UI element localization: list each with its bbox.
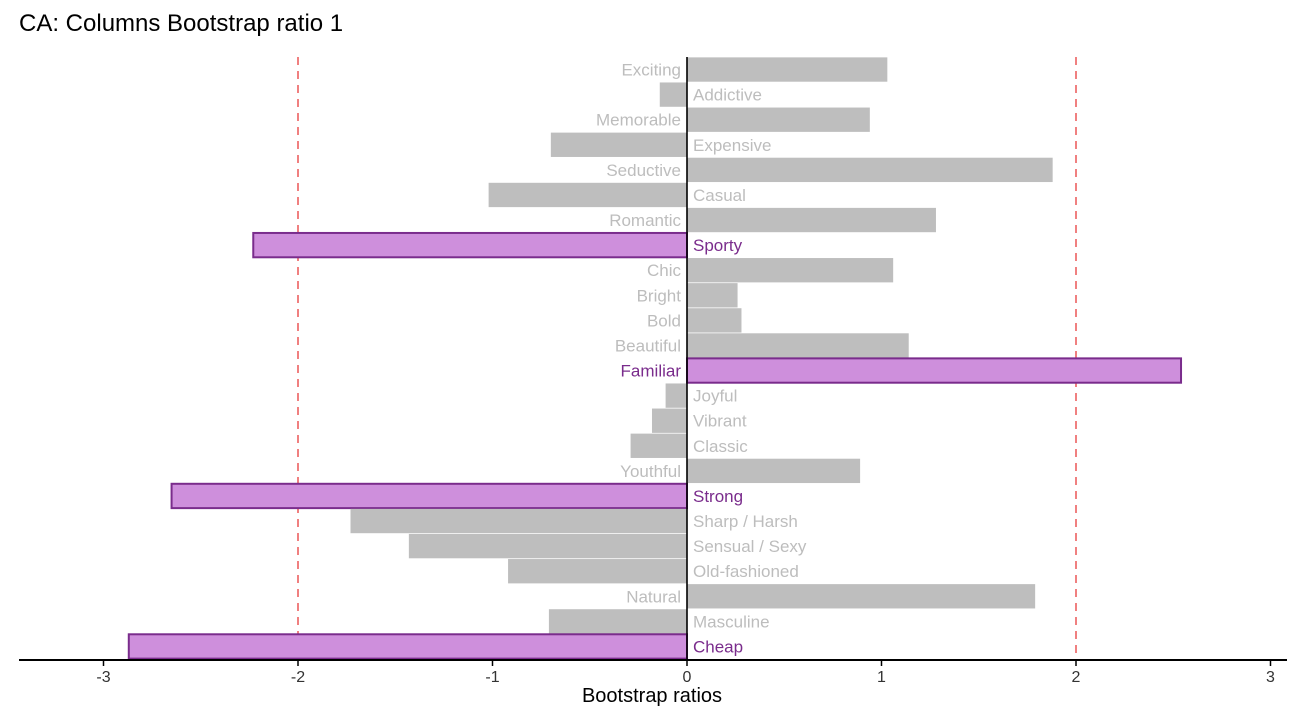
- bar-label: Familiar: [621, 362, 682, 381]
- bar: [687, 258, 894, 283]
- bar-label: Bright: [637, 286, 682, 305]
- bar: [687, 308, 742, 333]
- x-axis: -3 -2 -1 0 1 2 3: [19, 659, 1287, 686]
- bar-label: Bold: [647, 311, 681, 330]
- bar-label: Sharp / Harsh: [693, 512, 798, 531]
- bar-label: Sporty: [693, 236, 743, 255]
- x-tick-label: 1: [877, 669, 886, 686]
- bar: [408, 533, 687, 559]
- bar-label: Cheap: [693, 637, 743, 656]
- x-tick-label: -3: [96, 669, 110, 686]
- bar-label: Chic: [647, 261, 682, 280]
- bar: [508, 559, 687, 584]
- bar: [252, 231, 688, 259]
- bar-label: Classic: [693, 437, 748, 456]
- bars: [127, 57, 1183, 660]
- bar: [127, 633, 689, 660]
- bar: [350, 508, 687, 534]
- bar-label: Beautiful: [615, 336, 681, 355]
- chart-title: CA: Columns Bootstrap ratio 1: [19, 10, 344, 37]
- bar-label: Joyful: [693, 387, 737, 406]
- bar-labels: Exciting Addictive Memorable Expensive Seduc…: [596, 61, 807, 657]
- x-tick-label: -1: [485, 669, 499, 686]
- bar-label: Youthful: [620, 462, 681, 481]
- bar: [488, 182, 687, 208]
- bar-label: Masculine: [693, 612, 770, 631]
- bar-label: Exciting: [621, 61, 681, 80]
- bar: [686, 357, 1183, 384]
- bar-label: Memorable: [596, 111, 681, 130]
- bar: [550, 132, 687, 157]
- bar: [659, 82, 687, 107]
- bar: [630, 433, 687, 458]
- bar: [687, 333, 909, 358]
- bar-label: Strong: [693, 487, 743, 506]
- x-axis-title: Bootstrap ratios: [582, 685, 722, 707]
- x-tick-label: -2: [291, 669, 305, 686]
- bar: [687, 283, 738, 308]
- bar: [665, 383, 687, 408]
- bar-label: Vibrant: [693, 412, 747, 431]
- bar: [687, 458, 861, 484]
- bar-label: Seductive: [606, 161, 681, 180]
- bar: [651, 408, 687, 433]
- x-tick-label: 3: [1266, 669, 1275, 686]
- bar-label: Expensive: [693, 136, 771, 155]
- bar: [687, 107, 870, 132]
- bar: [687, 207, 936, 233]
- bar: [548, 609, 687, 634]
- bar: [687, 57, 888, 82]
- x-tick-label: 2: [1072, 669, 1081, 686]
- x-tick-label: 0: [683, 669, 692, 686]
- bar: [687, 157, 1053, 183]
- bar: [170, 482, 688, 510]
- bar: [687, 584, 1036, 609]
- bar-label: Natural: [626, 587, 681, 606]
- bar-label: Sensual / Sexy: [693, 537, 807, 556]
- bar-label: Romantic: [609, 211, 681, 230]
- bar-label: Old-fashioned: [693, 562, 799, 581]
- bar-label: Casual: [693, 186, 746, 205]
- bar-label: Addictive: [693, 86, 762, 105]
